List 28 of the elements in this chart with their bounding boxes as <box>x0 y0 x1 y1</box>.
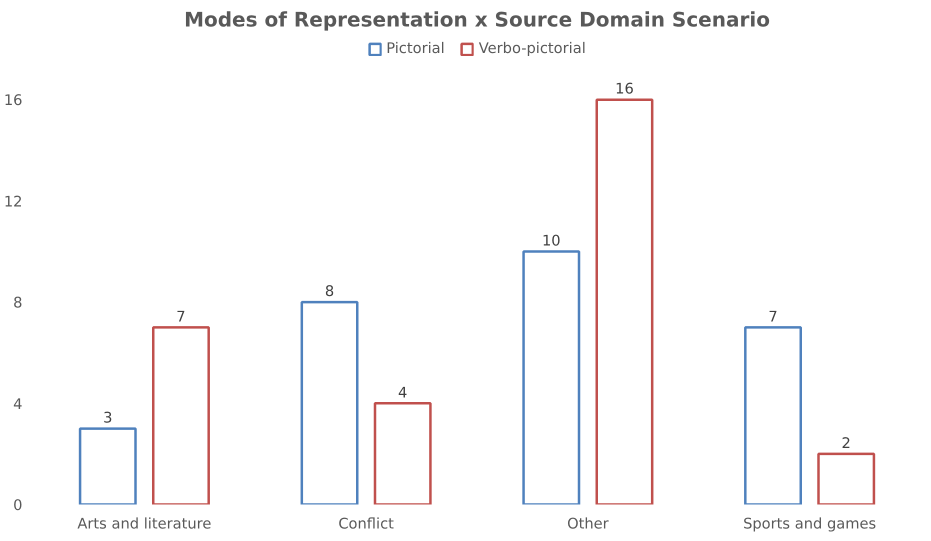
data-label: 4 <box>398 384 408 402</box>
data-label: 8 <box>324 283 334 300</box>
x-tick-label: Sports and games <box>743 516 876 532</box>
y-tick-label: 4 <box>13 396 23 413</box>
x-tick-label: Arts and literature <box>77 516 212 532</box>
legend-label: Pictorial <box>386 40 445 57</box>
y-tick-label: 0 <box>13 497 23 514</box>
data-label: 10 <box>542 232 561 250</box>
legend-label: Verbo-pictorial <box>478 40 586 57</box>
y-tick-label: 8 <box>13 294 23 312</box>
bar <box>152 326 210 504</box>
bar <box>595 98 654 504</box>
bar <box>817 452 876 504</box>
y-tick-label: 16 <box>4 92 23 110</box>
bar <box>300 300 359 504</box>
data-label: 2 <box>842 434 851 452</box>
data-label: 3 <box>103 410 112 427</box>
data-label: 7 <box>176 308 186 326</box>
x-tick-label: Conflict <box>338 516 394 532</box>
y-tick-label: 12 <box>4 193 23 210</box>
data-label: 16 <box>615 80 634 98</box>
bar <box>78 427 137 504</box>
bar <box>522 250 580 504</box>
data-label: 7 <box>768 308 778 326</box>
chart-title: Modes of Representation x Source Domain Scenario <box>184 8 770 32</box>
bar <box>374 402 432 504</box>
x-tick-label: Other <box>567 516 610 532</box>
bar <box>744 326 802 504</box>
